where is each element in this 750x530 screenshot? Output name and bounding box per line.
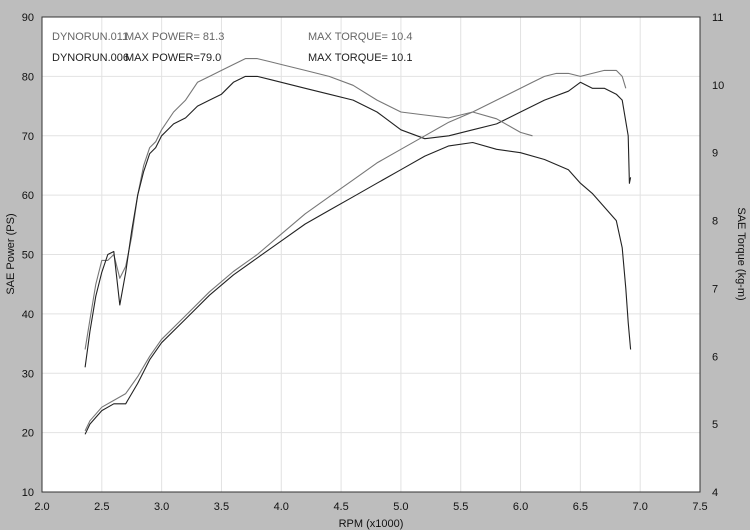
x-tick-label: 3.5: [214, 501, 229, 513]
x-tick-label: 4.0: [274, 501, 289, 513]
power-series-line: [84, 58, 627, 350]
legend-max-torque: MAX TORQUE= 10.4: [308, 31, 412, 43]
y2-tick-label: 6: [712, 351, 718, 363]
legend-max-power: MAX POWER=79.0: [125, 52, 221, 64]
y-axis-title: SAE Power (PS): [5, 213, 17, 294]
x-tick-label: 7.0: [633, 501, 648, 513]
y-tick-label: 40: [22, 309, 34, 321]
x-tick-label: 6.0: [513, 501, 528, 513]
y-tick-label: 70: [22, 131, 34, 143]
y2-tick-label: 10: [712, 80, 724, 92]
x-tick-label: 6.5: [573, 501, 588, 513]
torque-series-line: [84, 111, 533, 432]
y2-tick-label: 4: [712, 487, 718, 499]
plot-border: [41, 16, 701, 493]
y-tick-label: 90: [22, 12, 34, 24]
y-tick-label: 20: [22, 428, 34, 440]
legend-run-name: DYNORUN.006: [52, 52, 129, 64]
torque-series-line: [84, 141, 632, 435]
power-series-line: [84, 75, 632, 368]
y2-tick-label: 7: [712, 283, 718, 295]
y2-tick-label: 11: [712, 12, 723, 24]
y2-tick-label: 5: [712, 419, 718, 431]
legend-max-torque: MAX TORQUE= 10.1: [308, 52, 412, 64]
x-axis-title: RPM (x1000): [339, 518, 404, 530]
y-tick-label: 60: [22, 190, 34, 202]
x-tick-label: 7.5: [692, 501, 707, 513]
y-tick-label: 10: [22, 487, 34, 499]
y2-tick-label: 9: [712, 148, 718, 160]
legend-max-power: MAX POWER= 81.3: [125, 31, 224, 43]
x-tick-label: 5.0: [393, 501, 408, 513]
y2-tick-label: 8: [712, 216, 718, 228]
legend-run-name: DYNORUN.011: [52, 31, 128, 43]
x-tick-label: 3.0: [154, 501, 169, 513]
y-tick-label: 50: [22, 250, 34, 262]
x-tick-label: 2.0: [34, 501, 49, 513]
y-tick-label: 30: [22, 368, 34, 380]
x-tick-label: 2.5: [94, 501, 109, 513]
y-tick-label: 80: [22, 71, 34, 83]
y2-axis-title: SAE Torque (kg-m): [735, 207, 747, 300]
x-tick-label: 4.5: [333, 501, 348, 513]
x-tick-label: 5.5: [453, 501, 468, 513]
